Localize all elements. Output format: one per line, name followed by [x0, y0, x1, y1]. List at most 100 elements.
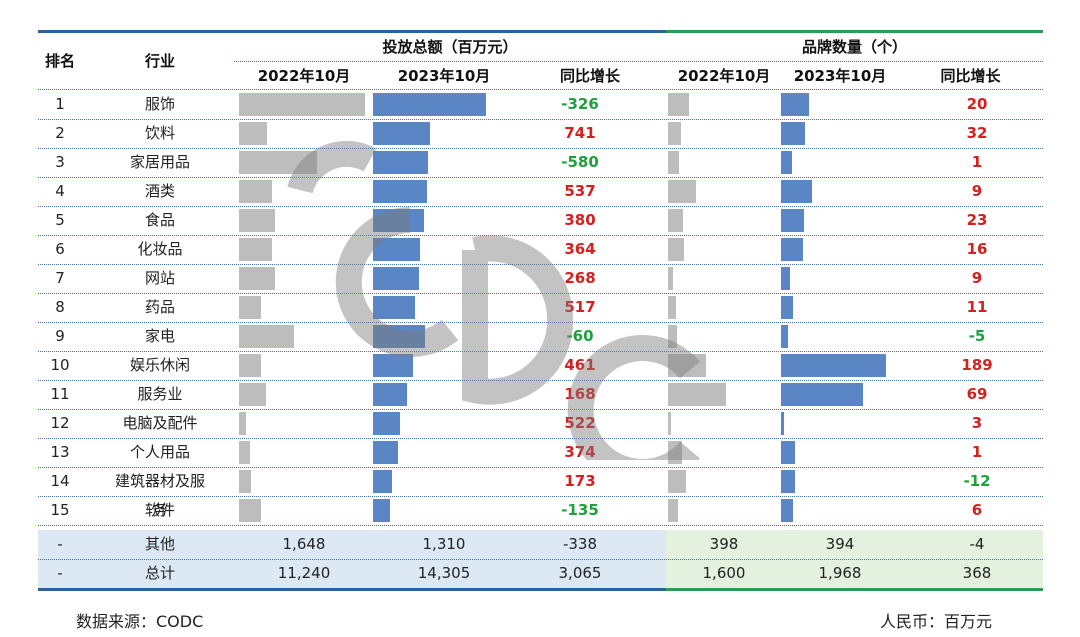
summary-spend2022-cell: 11,240	[277, 564, 331, 582]
spend-2022-bar	[239, 209, 276, 232]
rank-cell: 7	[55, 269, 65, 287]
brand-2023-header: 2023年10月	[793, 67, 887, 85]
brand-yoy-value: 6	[971, 501, 983, 519]
brand-2023-bar	[781, 93, 810, 116]
industry-cell: 饮料	[144, 124, 175, 142]
spend-yoy-value: 380	[564, 211, 596, 229]
summary-spend2023-cell: 14,305	[417, 564, 471, 582]
rank-header: 排名	[44, 52, 75, 70]
brand-2023-bar	[781, 238, 803, 261]
brand-2022-bar	[668, 122, 681, 145]
summary-brands2022-cell: 1,600	[702, 564, 746, 582]
spend-2023-bar	[373, 93, 487, 116]
industry-cell: 娱乐休闲	[129, 356, 190, 374]
spend-yoy-value: 741	[564, 124, 596, 142]
spend-yoy-value: 168	[564, 385, 596, 403]
table-row: 9 家电 -60 -5	[38, 322, 1043, 351]
brand-2023-bar	[781, 325, 789, 348]
spend-2022-bar	[239, 93, 365, 116]
brand-2022-bar	[668, 441, 682, 464]
brand-2023-bar	[781, 209, 804, 232]
spend-2022-bar	[239, 470, 251, 493]
industry-cell: 网站	[144, 269, 175, 287]
summary-industry-cell: 其他	[144, 535, 175, 553]
spend-2022-bar	[239, 238, 272, 261]
industry-cell: 服务业	[137, 385, 183, 403]
summary-spend-yoy-cell: -338	[562, 535, 598, 553]
industry-cell: 软件	[144, 501, 175, 519]
summary-rank-cell: -	[57, 535, 63, 553]
brand-2023-bar	[781, 180, 813, 203]
spend-2022-bar	[239, 441, 250, 464]
spend-2023-bar	[373, 499, 391, 522]
row-divider	[38, 177, 1043, 178]
brand-section-bar	[666, 30, 1043, 33]
brand-2022-bar	[668, 93, 690, 116]
rank-cell: 15	[50, 501, 70, 519]
summary-block: - 其他 1,648 1,310 -338 398 394 -4 - 总计 11,240 14,305…	[38, 530, 1043, 588]
brand-yoy-value: 23	[966, 211, 988, 229]
spend-2023-bar	[373, 441, 399, 464]
table-row: 11 服务业 168 69	[38, 380, 1043, 409]
brand-2022-bar	[668, 412, 671, 435]
brand-yoy-value: 32	[966, 124, 988, 142]
brand-yoy-value: 3	[971, 414, 983, 432]
table-row: 2 饮料 741 32	[38, 119, 1043, 148]
brand-2022-header: 2022年10月	[677, 67, 771, 85]
source-note: 数据来源：CODC	[76, 612, 204, 631]
brand-yoy-value: 9	[971, 182, 983, 200]
brand-yoy-value: 9	[971, 269, 983, 287]
brand-group-header: 品牌数量（个）	[801, 38, 907, 56]
brand-2022-bar	[668, 499, 678, 522]
brand-yoy-value: 16	[966, 240, 988, 258]
summary-brands-yoy-cell: 368	[962, 564, 992, 582]
header-bottom-divider	[38, 89, 1043, 90]
brand-2022-bar	[668, 238, 684, 261]
spend-2023-bar	[373, 470, 392, 493]
spend-yoy-value: 173	[564, 472, 596, 490]
summary-brands2022-cell: 398	[709, 535, 739, 553]
summary-row: - 其他 1,648 1,310 -338 398 394 -4	[38, 530, 1043, 559]
spend-section-bar	[38, 30, 666, 33]
brand-2022-bar	[668, 325, 678, 348]
spend-yoy-value: 268	[564, 269, 596, 287]
industry-header: 行业	[144, 52, 175, 70]
spend-2022-bar	[239, 383, 266, 406]
industry-cell: 建筑器材及服务	[114, 472, 205, 519]
brand-2022-bar	[668, 180, 697, 203]
spend-2023-bar	[373, 325, 426, 348]
spend-2022-header: 2022年10月	[257, 67, 351, 85]
row-divider	[38, 525, 1043, 526]
spend-2023-bar	[373, 180, 427, 203]
brand-2023-bar	[781, 383, 864, 406]
spend-2023-bar	[373, 267, 420, 290]
header-divider	[234, 61, 1043, 62]
summary-brands2023-cell: 1,968	[818, 564, 862, 582]
table-row: 5 食品 380 23	[38, 206, 1043, 235]
row-divider	[38, 235, 1043, 236]
rank-cell: 13	[50, 443, 70, 461]
table-row: 1 服饰 -326 20	[38, 90, 1043, 119]
spend-2023-bar	[373, 354, 414, 377]
row-divider	[38, 467, 1043, 468]
spend-2023-bar	[373, 122, 431, 145]
brand-2023-bar	[781, 267, 790, 290]
brand-2023-bar	[781, 122, 805, 145]
spend-2023-bar	[373, 296, 416, 319]
rank-cell: 14	[50, 472, 70, 490]
bottom-bar-spend	[38, 588, 666, 591]
spend-yoy-value: 517	[564, 298, 596, 316]
row-divider	[38, 148, 1043, 149]
brand-2023-bar	[781, 412, 784, 435]
spend-2023-bar	[373, 412, 400, 435]
brand-2023-bar	[781, 151, 793, 174]
row-divider	[38, 409, 1043, 410]
brand-2023-bar	[781, 441, 796, 464]
spend-2022-bar	[239, 151, 317, 174]
brand-yoy-value: 20	[966, 95, 988, 113]
spend-2023-bar	[373, 238, 421, 261]
table-row: 8 药品 517 11	[38, 293, 1043, 322]
spend-yoy-value: -135	[561, 501, 599, 519]
summary-spend-yoy-cell: 3,065	[558, 564, 602, 582]
spend-yoy-value: 522	[564, 414, 596, 432]
